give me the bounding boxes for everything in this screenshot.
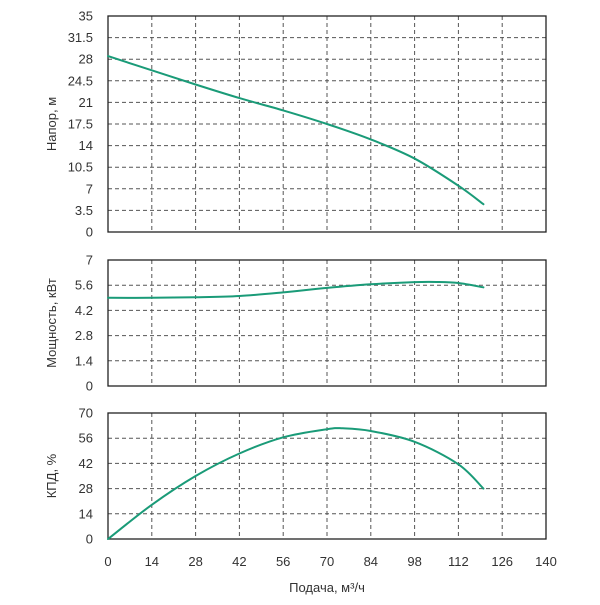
x-tick-label: 42 xyxy=(232,554,246,569)
x-tick-label: 126 xyxy=(491,554,513,569)
y-tick-label: 4.2 xyxy=(75,303,93,318)
y-tick-label: 7 xyxy=(86,181,93,196)
x-tick-label: 28 xyxy=(188,554,202,569)
y-axis-label: КПД, % xyxy=(44,453,59,498)
x-tick-label: 56 xyxy=(276,554,290,569)
y-tick-label: 3.5 xyxy=(75,203,93,218)
x-axis-label: Подача, м³/ч xyxy=(289,580,365,595)
y-tick-label: 7 xyxy=(86,253,93,268)
y-tick-label: 0 xyxy=(86,379,93,394)
y-tick-label: 35 xyxy=(79,9,93,24)
y-tick-label: 2.8 xyxy=(75,328,93,343)
y-tick-label: 28 xyxy=(79,52,93,67)
y-tick-label: 10.5 xyxy=(68,160,93,175)
x-tick-label: 70 xyxy=(320,554,334,569)
series-line xyxy=(108,56,483,204)
x-tick-label: 112 xyxy=(448,554,469,569)
y-tick-label: 5.6 xyxy=(75,278,93,293)
x-tick-label: 0 xyxy=(104,554,111,569)
y-tick-label: 24.5 xyxy=(68,73,93,88)
y-axis-label: Мощность, кВт xyxy=(44,278,59,368)
y-axis-label: Напор, м xyxy=(44,97,59,151)
y-tick-label: 28 xyxy=(79,481,93,496)
series-line xyxy=(108,428,483,539)
y-tick-label: 14 xyxy=(79,506,93,521)
y-tick-label: 70 xyxy=(79,406,93,421)
y-tick-label: 0 xyxy=(86,532,93,547)
y-tick-label: 1.4 xyxy=(75,353,93,368)
y-tick-label: 31.5 xyxy=(68,30,93,45)
y-tick-label: 21 xyxy=(79,95,93,110)
y-tick-label: 17.5 xyxy=(68,117,93,132)
y-tick-label: 14 xyxy=(79,138,93,153)
x-tick-label: 84 xyxy=(364,554,378,569)
x-tick-label: 14 xyxy=(145,554,159,569)
y-tick-label: 56 xyxy=(79,431,93,446)
series-line xyxy=(108,282,483,298)
x-tick-label: 140 xyxy=(535,554,557,569)
x-tick-label: 98 xyxy=(407,554,421,569)
y-tick-label: 42 xyxy=(79,456,93,471)
y-tick-label: 0 xyxy=(86,225,93,240)
